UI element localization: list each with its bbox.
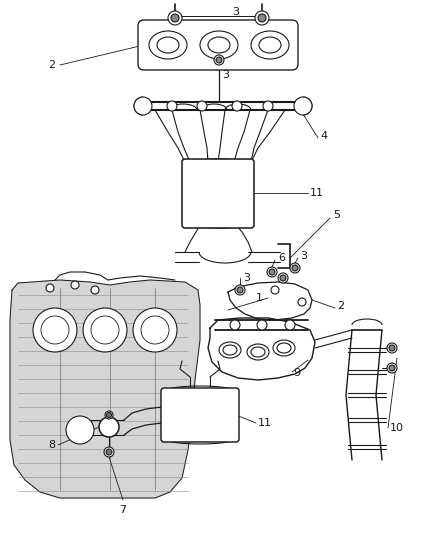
Text: 11: 11 — [258, 418, 272, 428]
Polygon shape — [208, 318, 315, 380]
Text: 3: 3 — [243, 273, 250, 283]
Circle shape — [46, 284, 54, 292]
Ellipse shape — [251, 347, 265, 357]
Text: 2: 2 — [48, 60, 55, 70]
Circle shape — [294, 97, 312, 115]
Text: 5: 5 — [333, 210, 340, 220]
Circle shape — [271, 286, 279, 294]
Ellipse shape — [157, 37, 179, 53]
Circle shape — [99, 417, 119, 437]
Circle shape — [141, 316, 169, 344]
Ellipse shape — [273, 340, 295, 356]
Text: 9: 9 — [293, 368, 300, 378]
Text: 3: 3 — [300, 251, 307, 261]
Ellipse shape — [219, 342, 241, 358]
Circle shape — [106, 413, 112, 417]
Circle shape — [387, 363, 397, 373]
Circle shape — [267, 267, 277, 277]
FancyBboxPatch shape — [138, 20, 298, 70]
Ellipse shape — [247, 344, 269, 360]
Text: 6: 6 — [278, 253, 285, 263]
Circle shape — [168, 11, 182, 25]
Text: 3: 3 — [232, 7, 239, 17]
Circle shape — [105, 411, 113, 419]
Circle shape — [33, 308, 77, 352]
Circle shape — [232, 101, 242, 111]
Ellipse shape — [259, 37, 281, 53]
Circle shape — [104, 447, 114, 457]
Circle shape — [298, 298, 306, 306]
Circle shape — [83, 308, 127, 352]
Polygon shape — [10, 280, 200, 498]
Circle shape — [263, 101, 273, 111]
Circle shape — [197, 101, 207, 111]
Ellipse shape — [149, 31, 187, 59]
Circle shape — [235, 285, 245, 295]
Text: 8: 8 — [48, 440, 55, 450]
Text: 11: 11 — [310, 188, 324, 198]
FancyBboxPatch shape — [182, 159, 254, 228]
Circle shape — [106, 449, 112, 455]
Text: 7: 7 — [120, 505, 127, 515]
Circle shape — [258, 14, 266, 22]
Circle shape — [278, 273, 288, 283]
Circle shape — [133, 308, 177, 352]
Circle shape — [167, 101, 177, 111]
Ellipse shape — [277, 343, 291, 353]
Circle shape — [389, 345, 395, 351]
Ellipse shape — [200, 31, 238, 59]
FancyBboxPatch shape — [161, 388, 239, 442]
Circle shape — [257, 320, 267, 330]
Ellipse shape — [251, 31, 289, 59]
Circle shape — [91, 286, 99, 294]
Circle shape — [66, 416, 94, 444]
Circle shape — [285, 320, 295, 330]
Circle shape — [292, 265, 298, 271]
Circle shape — [216, 57, 222, 63]
Circle shape — [41, 316, 69, 344]
Ellipse shape — [223, 345, 237, 355]
Polygon shape — [228, 282, 312, 320]
Text: 3: 3 — [222, 70, 229, 80]
Circle shape — [387, 343, 397, 353]
Ellipse shape — [208, 37, 230, 53]
Circle shape — [91, 316, 119, 344]
Circle shape — [255, 11, 269, 25]
Circle shape — [290, 263, 300, 273]
Circle shape — [389, 365, 395, 371]
Text: 2: 2 — [337, 301, 344, 311]
Circle shape — [171, 14, 179, 22]
Text: 1: 1 — [256, 293, 263, 303]
Circle shape — [237, 287, 243, 293]
Circle shape — [134, 97, 152, 115]
Text: 4: 4 — [320, 131, 327, 141]
Circle shape — [280, 275, 286, 281]
Text: 10: 10 — [390, 423, 404, 433]
Circle shape — [230, 320, 240, 330]
Circle shape — [269, 269, 275, 275]
Circle shape — [214, 55, 224, 65]
Circle shape — [71, 281, 79, 289]
